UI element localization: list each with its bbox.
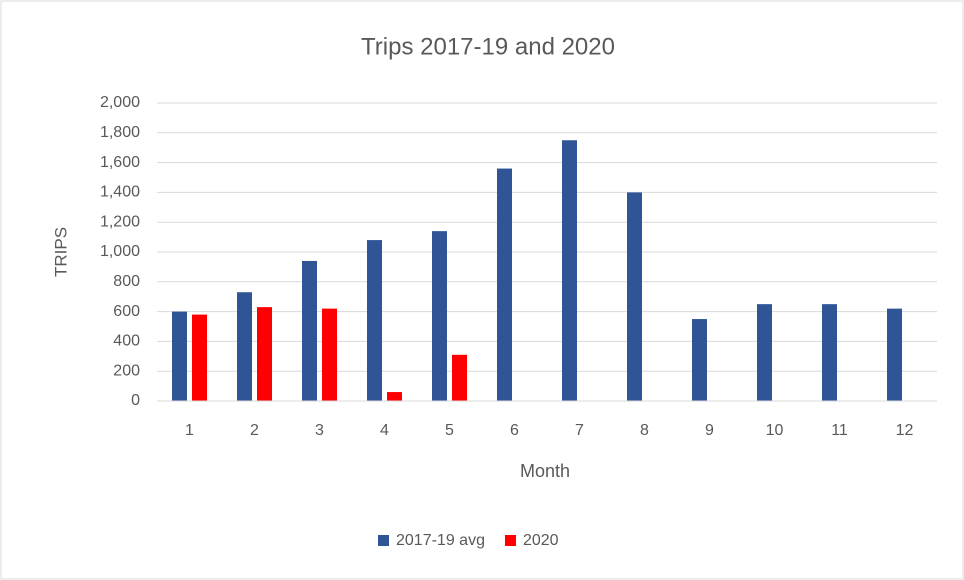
legend-label: 2017-19 avg — [396, 532, 485, 549]
bar — [367, 240, 382, 401]
x-tick-label: 1 — [185, 422, 194, 439]
x-tick-label: 11 — [831, 422, 848, 439]
y-tick-label: 1,400 — [100, 184, 140, 201]
bar — [497, 168, 512, 401]
bar — [387, 392, 402, 401]
x-tick-label: 3 — [315, 422, 324, 439]
bar — [692, 319, 707, 401]
y-tick-label: 0 — [131, 392, 140, 409]
y-tick-label: 400 — [113, 333, 140, 350]
legend-swatch — [378, 535, 389, 546]
bar — [432, 231, 447, 401]
bar — [562, 140, 577, 401]
x-tick-label: 9 — [705, 422, 714, 439]
x-tick-label: 2 — [250, 422, 259, 439]
x-tick-label: 6 — [510, 422, 519, 439]
bar — [322, 308, 337, 401]
x-tick-label: 10 — [766, 422, 784, 439]
y-axis-title: TRIPS — [51, 227, 70, 277]
bar — [192, 314, 207, 401]
bar — [627, 192, 642, 401]
y-tick-label: 1,000 — [100, 243, 140, 260]
x-tick-label: 12 — [896, 422, 914, 439]
bar — [302, 260, 317, 401]
bar — [257, 307, 272, 401]
x-tick-label: 4 — [380, 422, 389, 439]
y-tick-label: 1,200 — [100, 213, 140, 230]
y-tick-label: 800 — [113, 273, 140, 290]
chart-title: Trips 2017-19 and 2020 — [361, 33, 615, 60]
legend-label: 2020 — [523, 532, 559, 549]
y-tick-label: 2,000 — [100, 94, 140, 111]
y-tick-label: 1,800 — [100, 124, 140, 141]
bar — [237, 292, 252, 401]
legend-swatch — [504, 535, 516, 546]
y-tick-label: 1,600 — [100, 154, 140, 171]
y-tick-label: 200 — [113, 362, 140, 379]
bar — [452, 354, 467, 401]
bar — [172, 311, 187, 401]
x-tick-label: 8 — [640, 422, 649, 439]
x-axis-title: Month — [520, 461, 570, 481]
bar — [822, 304, 837, 401]
bar — [757, 304, 772, 401]
bar — [887, 308, 902, 401]
x-tick-label: 7 — [575, 422, 584, 439]
x-tick-label: 5 — [445, 422, 454, 439]
y-tick-label: 600 — [113, 303, 140, 320]
